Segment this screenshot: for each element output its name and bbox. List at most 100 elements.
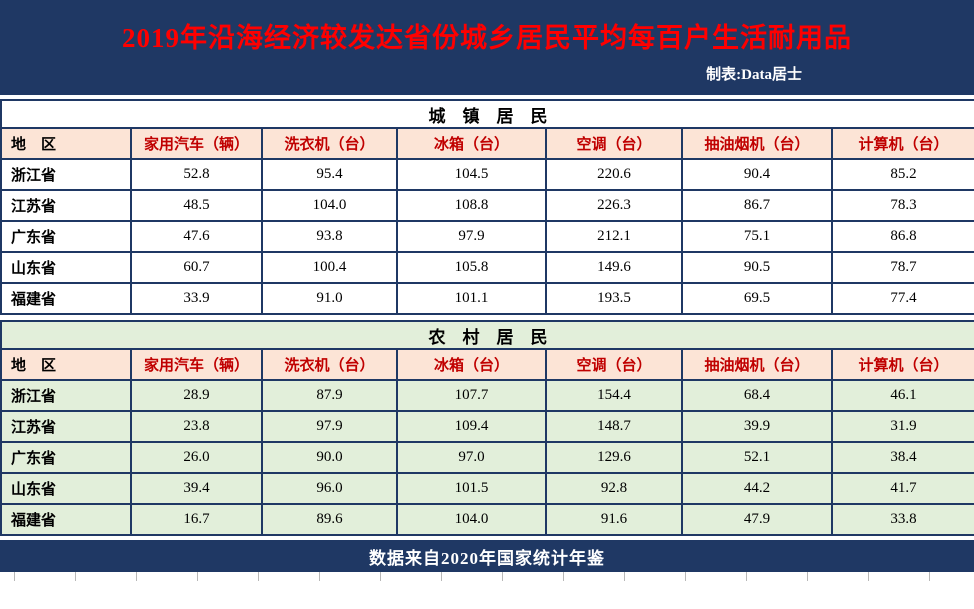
rural-section-title: 农 村 居 民 bbox=[0, 320, 974, 350]
table-row: 广东省 26.0 90.0 97.0 129.6 52.1 38.4 bbox=[0, 441, 974, 474]
table-row: 江苏省 23.8 97.9 109.4 148.7 39.9 31.9 bbox=[0, 410, 974, 443]
value-cell: 60.7 bbox=[130, 251, 263, 284]
column-header-car: 家用汽车（辆） bbox=[130, 348, 263, 381]
value-cell: 47.6 bbox=[130, 220, 263, 253]
value-cell: 52.8 bbox=[130, 158, 263, 191]
value-cell: 52.1 bbox=[681, 441, 833, 474]
spacer bbox=[0, 536, 974, 540]
column-header-computer: 计算机（台） bbox=[830, 348, 974, 381]
value-cell: 101.5 bbox=[396, 472, 547, 505]
value-cell: 107.7 bbox=[396, 379, 547, 412]
column-header-washer: 洗衣机（台） bbox=[261, 348, 398, 381]
table-row: 山东省 60.7 100.4 105.8 149.6 90.5 78.7 bbox=[0, 251, 974, 284]
column-header-computer: 计算机（台） bbox=[830, 127, 974, 160]
region-cell: 浙江省 bbox=[0, 158, 132, 191]
value-cell: 28.9 bbox=[130, 379, 263, 412]
column-header-aircon: 空调（台） bbox=[545, 127, 683, 160]
spacer bbox=[0, 95, 974, 99]
value-cell: 109.4 bbox=[396, 410, 547, 443]
value-cell: 33.8 bbox=[830, 503, 974, 536]
region-cell: 福建省 bbox=[0, 282, 132, 315]
value-cell: 104.0 bbox=[261, 189, 398, 222]
table-row: 江苏省 48.5 104.0 108.8 226.3 86.7 78.3 bbox=[0, 189, 974, 222]
value-cell: 108.8 bbox=[396, 189, 547, 222]
value-cell: 154.4 bbox=[545, 379, 683, 412]
value-cell: 101.1 bbox=[396, 282, 547, 315]
value-cell: 193.5 bbox=[545, 282, 683, 315]
value-cell: 39.9 bbox=[681, 410, 833, 443]
region-cell: 福建省 bbox=[0, 503, 132, 536]
value-cell: 129.6 bbox=[545, 441, 683, 474]
value-cell: 78.7 bbox=[830, 251, 974, 284]
value-cell: 148.7 bbox=[545, 410, 683, 443]
value-cell: 100.4 bbox=[261, 251, 398, 284]
value-cell: 92.8 bbox=[545, 472, 683, 505]
page-title: 2019年沿海经济较发达省份城乡居民平均每百户生活耐用品 bbox=[122, 23, 852, 53]
rural-table: 农 村 居 民 地 区 家用汽车（辆） 洗衣机（台） 冰箱（台） 空调（台） 抽… bbox=[0, 320, 974, 536]
region-cell: 江苏省 bbox=[0, 189, 132, 222]
value-cell: 77.4 bbox=[830, 282, 974, 315]
table-row: 山东省 39.4 96.0 101.5 92.8 44.2 41.7 bbox=[0, 472, 974, 505]
value-cell: 39.4 bbox=[130, 472, 263, 505]
urban-section-title: 城 镇 居 民 bbox=[0, 99, 974, 129]
value-cell: 44.2 bbox=[681, 472, 833, 505]
value-cell: 78.3 bbox=[830, 189, 974, 222]
column-header-washer: 洗衣机（台） bbox=[261, 127, 398, 160]
value-cell: 68.4 bbox=[681, 379, 833, 412]
region-cell: 山东省 bbox=[0, 472, 132, 505]
value-cell: 91.6 bbox=[545, 503, 683, 536]
value-cell: 95.4 bbox=[261, 158, 398, 191]
credit-line: 制表:Data居士 bbox=[706, 67, 802, 83]
value-cell: 96.0 bbox=[261, 472, 398, 505]
column-header-region: 地 区 bbox=[0, 127, 132, 160]
value-cell: 89.6 bbox=[261, 503, 398, 536]
value-cell: 212.1 bbox=[545, 220, 683, 253]
value-cell: 41.7 bbox=[830, 472, 974, 505]
value-cell: 226.3 bbox=[545, 189, 683, 222]
spreadsheet-gridlines bbox=[0, 572, 974, 581]
table-row: 浙江省 52.8 95.4 104.5 220.6 90.4 85.2 bbox=[0, 158, 974, 191]
value-cell: 149.6 bbox=[545, 251, 683, 284]
value-cell: 48.5 bbox=[130, 189, 263, 222]
column-header-rangehood: 抽油烟机（台） bbox=[681, 127, 833, 160]
urban-section-title-row: 城 镇 居 民 bbox=[0, 99, 974, 129]
value-cell: 16.7 bbox=[130, 503, 263, 536]
value-cell: 220.6 bbox=[545, 158, 683, 191]
value-cell: 93.8 bbox=[261, 220, 398, 253]
value-cell: 23.8 bbox=[130, 410, 263, 443]
value-cell: 91.0 bbox=[261, 282, 398, 315]
title-block: 2019年沿海经济较发达省份城乡居民平均每百户生活耐用品 制表:Data居士 bbox=[0, 0, 974, 95]
value-cell: 75.1 bbox=[681, 220, 833, 253]
value-cell: 104.0 bbox=[396, 503, 547, 536]
column-header-rangehood: 抽油烟机（台） bbox=[681, 348, 833, 381]
table-row: 福建省 16.7 89.6 104.0 91.6 47.9 33.8 bbox=[0, 503, 974, 536]
value-cell: 86.7 bbox=[681, 189, 833, 222]
value-cell: 38.4 bbox=[830, 441, 974, 474]
value-cell: 47.9 bbox=[681, 503, 833, 536]
value-cell: 33.9 bbox=[130, 282, 263, 315]
value-cell: 26.0 bbox=[130, 441, 263, 474]
region-cell: 江苏省 bbox=[0, 410, 132, 443]
value-cell: 97.9 bbox=[261, 410, 398, 443]
region-cell: 山东省 bbox=[0, 251, 132, 284]
value-cell: 97.0 bbox=[396, 441, 547, 474]
footer-text: 数据来自2020年国家统计年鉴 bbox=[369, 548, 605, 568]
value-cell: 31.9 bbox=[830, 410, 974, 443]
value-cell: 87.9 bbox=[261, 379, 398, 412]
column-header-fridge: 冰箱（台） bbox=[396, 348, 547, 381]
table-row: 广东省 47.6 93.8 97.9 212.1 75.1 86.8 bbox=[0, 220, 974, 253]
urban-table: 城 镇 居 民 地 区 家用汽车（辆） 洗衣机（台） 冰箱（台） 空调（台） 抽… bbox=[0, 99, 974, 315]
value-cell: 90.0 bbox=[261, 441, 398, 474]
table-row: 浙江省 28.9 87.9 107.7 154.4 68.4 46.1 bbox=[0, 379, 974, 412]
region-cell: 广东省 bbox=[0, 220, 132, 253]
rural-column-header-row: 地 区 家用汽车（辆） 洗衣机（台） 冰箱（台） 空调（台） 抽油烟机（台） 计… bbox=[0, 348, 974, 381]
value-cell: 86.8 bbox=[830, 220, 974, 253]
table-row: 福建省 33.9 91.0 101.1 193.5 69.5 77.4 bbox=[0, 282, 974, 315]
urban-column-header-row: 地 区 家用汽车（辆） 洗衣机（台） 冰箱（台） 空调（台） 抽油烟机（台） 计… bbox=[0, 127, 974, 160]
rural-section-title-row: 农 村 居 民 bbox=[0, 320, 974, 350]
column-header-region: 地 区 bbox=[0, 348, 132, 381]
value-cell: 90.4 bbox=[681, 158, 833, 191]
value-cell: 69.5 bbox=[681, 282, 833, 315]
value-cell: 105.8 bbox=[396, 251, 547, 284]
